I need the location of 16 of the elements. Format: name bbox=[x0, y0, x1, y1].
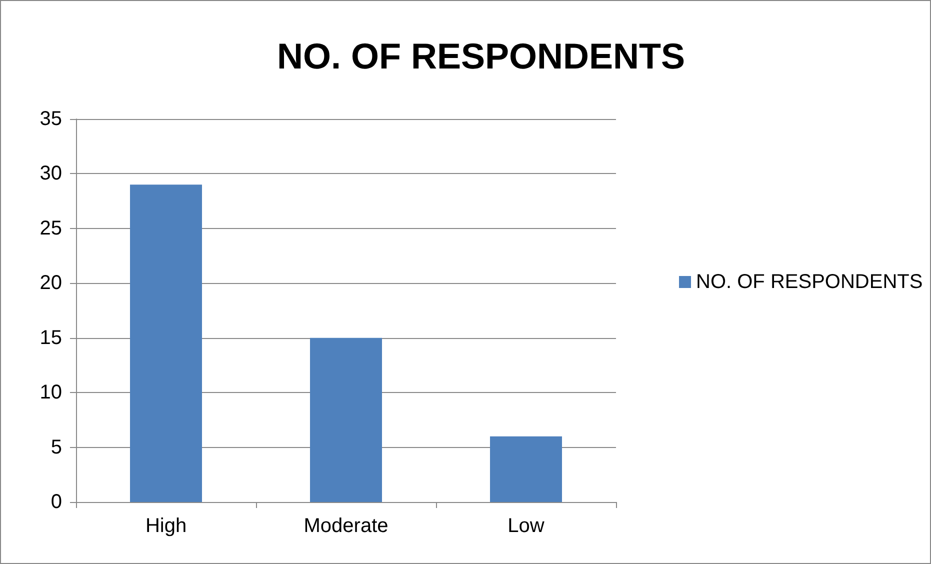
x-tick-label: Moderate bbox=[304, 515, 388, 537]
y-tick-label: 0 bbox=[50, 491, 62, 513]
y-tick-label: 20 bbox=[40, 272, 62, 294]
y-tick-label: 35 bbox=[40, 108, 62, 130]
x-tick-label: High bbox=[145, 515, 187, 537]
bar bbox=[310, 338, 382, 502]
y-tick-label: 30 bbox=[40, 162, 62, 185]
legend-label: NO. OF RESPONDENTS bbox=[696, 271, 923, 293]
y-tick-label: 5 bbox=[50, 436, 62, 458]
bar bbox=[490, 436, 562, 502]
y-tick-label: 10 bbox=[40, 382, 62, 404]
bar bbox=[130, 184, 202, 502]
chart-title: NO. OF RESPONDENTS bbox=[276, 36, 686, 76]
x-tick-label: Low bbox=[508, 515, 545, 537]
y-tick-label: 25 bbox=[40, 217, 62, 240]
y-tick-label: 15 bbox=[40, 326, 62, 349]
